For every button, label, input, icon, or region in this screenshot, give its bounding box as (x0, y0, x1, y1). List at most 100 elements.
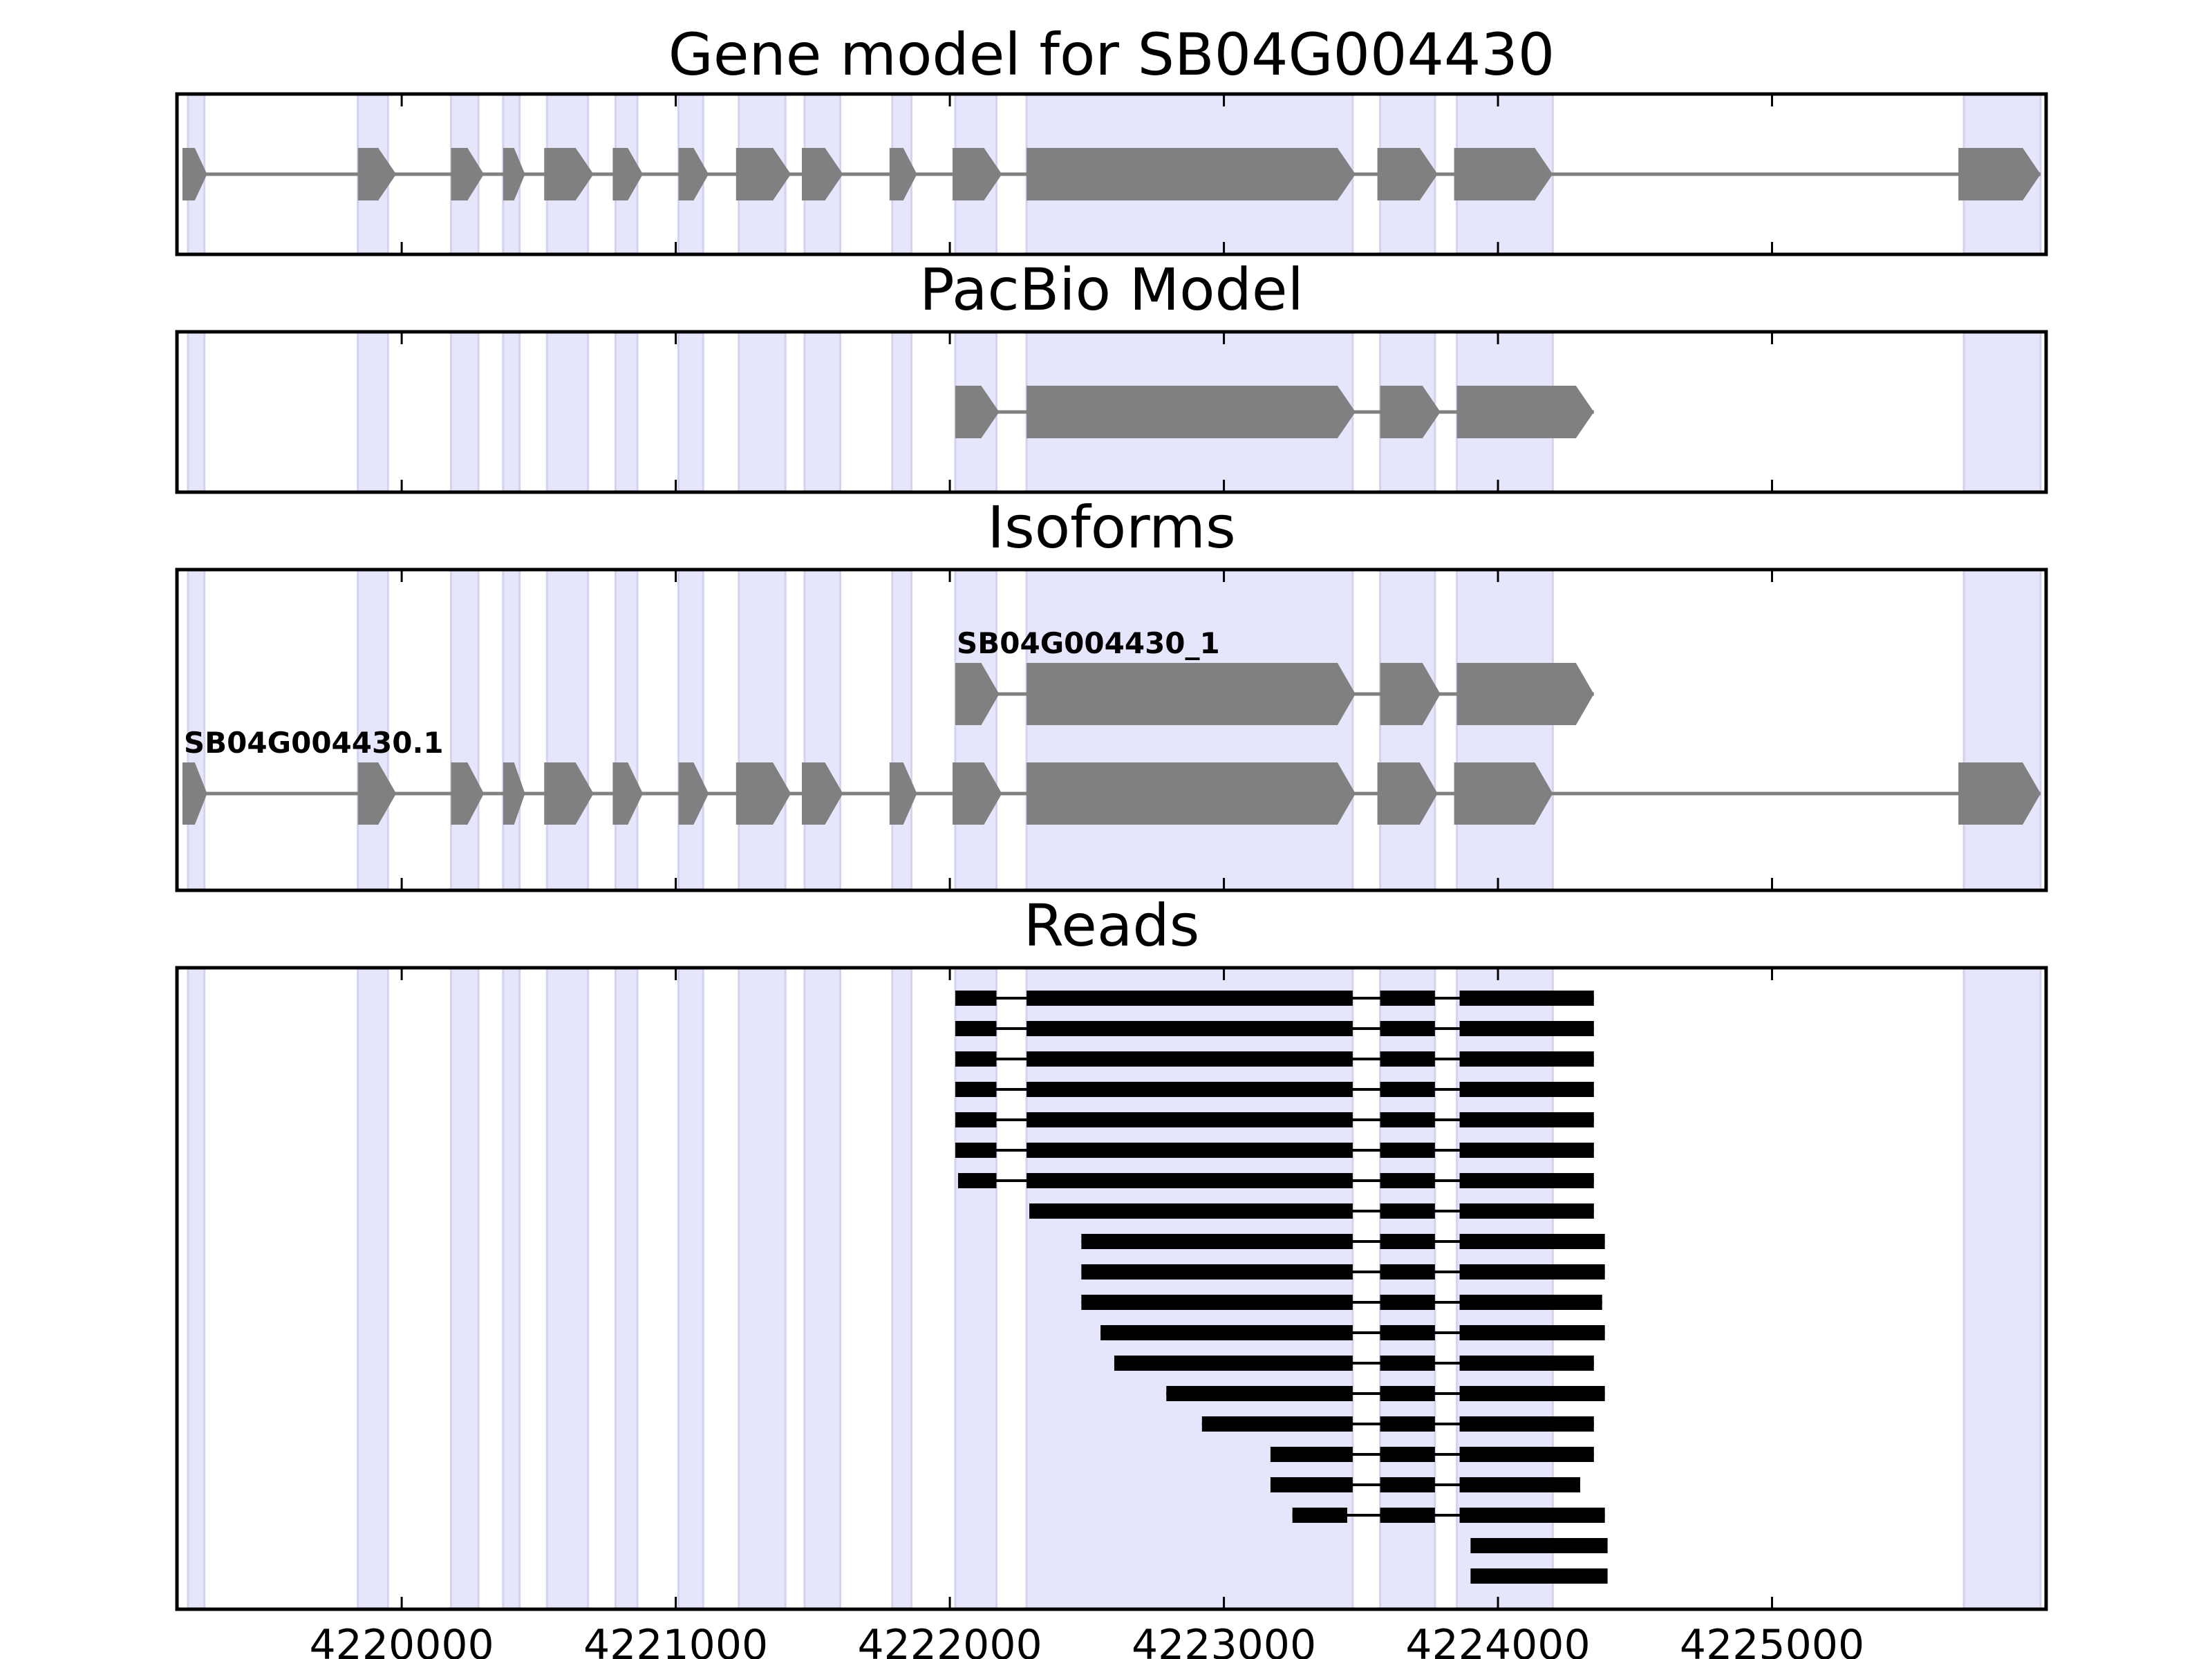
exon-block (612, 148, 644, 200)
read-segment (1027, 1173, 1353, 1188)
read (1201, 1416, 1594, 1432)
exon-block (1027, 386, 1356, 438)
exon-block (801, 762, 843, 825)
read-segment (1380, 1203, 1435, 1219)
highlight-band (614, 330, 639, 494)
exon-block (1454, 148, 1553, 200)
read (955, 1143, 1594, 1158)
read-segment (955, 1082, 997, 1097)
exon-block (1377, 148, 1438, 200)
exon-block (1027, 762, 1356, 825)
read-segment (1081, 1264, 1353, 1280)
read (1470, 1538, 1608, 1553)
read (1292, 1508, 1605, 1523)
read-segment (1459, 1173, 1594, 1188)
highlight-band (891, 330, 913, 494)
read (1081, 1264, 1605, 1280)
panel-1: Gene model for SB04G004430 (175, 21, 2048, 256)
exon-block (1456, 663, 1594, 725)
read-segment (1459, 1112, 1594, 1127)
read (1081, 1295, 1602, 1310)
highlight-band (738, 966, 787, 1611)
read-segment (1380, 1264, 1435, 1280)
read (1029, 1203, 1594, 1219)
exon-block (357, 762, 397, 825)
highlight-band (891, 966, 913, 1611)
highlight-band (187, 330, 206, 494)
exon-block (955, 386, 1000, 438)
read-segment (1027, 1112, 1353, 1127)
read-segment (1380, 1021, 1435, 1036)
exon-block (544, 148, 594, 200)
read-segment (1380, 1508, 1435, 1523)
panel-frame (175, 92, 2048, 256)
panel-4: Reads (175, 892, 2048, 1611)
read-segment (1270, 1477, 1353, 1492)
read-segment (1380, 1325, 1435, 1340)
read-segment (1380, 1356, 1435, 1371)
read-segment (1380, 1416, 1435, 1432)
x-tick-label: 4222000 (857, 1621, 1042, 1659)
exon-block (1380, 663, 1441, 725)
highlight-band (1379, 568, 1436, 892)
highlight-band (677, 568, 704, 892)
read-segment (1459, 1295, 1602, 1310)
exon-block (451, 762, 485, 825)
read-segment (1380, 1173, 1435, 1188)
read-segment (1081, 1234, 1353, 1249)
read (1100, 1325, 1605, 1340)
highlight-band (803, 966, 841, 1611)
read-segment (1459, 1234, 1605, 1249)
read-segment (1114, 1356, 1353, 1371)
exon-block (953, 148, 1002, 200)
highlight-band (545, 330, 590, 494)
read-segment (1380, 1295, 1435, 1310)
read-segment (1380, 1143, 1435, 1158)
highlight-band (614, 568, 639, 892)
read-segment (1470, 1538, 1608, 1553)
panel-title: Isoforms (987, 494, 1236, 561)
read-segment (1459, 991, 1594, 1006)
exon-block (735, 762, 791, 825)
read (955, 1051, 1594, 1067)
highlight-band (357, 330, 389, 494)
read (1114, 1356, 1594, 1371)
read (1081, 1234, 1605, 1249)
panel-2: PacBio Model (175, 256, 2048, 494)
read-segment (1459, 1143, 1594, 1158)
highlight-band (1962, 966, 2042, 1611)
read-segment (955, 1143, 997, 1158)
read-segment (955, 1051, 997, 1067)
read-segment (1459, 1447, 1594, 1462)
panel-title: Reads (1024, 892, 1200, 959)
highlight-band (1379, 966, 1436, 1611)
highlight-band (891, 568, 913, 892)
read (1270, 1447, 1594, 1462)
exon-block (1027, 663, 1356, 725)
read-segment (1380, 1082, 1435, 1097)
read-segment (1459, 1264, 1605, 1280)
exon-block (889, 148, 917, 200)
highlight-band (1025, 568, 1354, 892)
exon-block (451, 148, 485, 200)
read-segment (1459, 1325, 1605, 1340)
exon-block (544, 762, 594, 825)
read-segment (1027, 1082, 1353, 1097)
read (955, 1112, 1594, 1127)
highlight-band (545, 966, 590, 1611)
exon-block (1377, 762, 1438, 825)
highlight-band (954, 568, 997, 892)
exon-block (503, 762, 525, 825)
exon-block (182, 762, 207, 825)
read-segment (1029, 1203, 1353, 1219)
read-segment (1027, 1143, 1353, 1158)
read-segment (1201, 1416, 1353, 1432)
exon-block (357, 148, 397, 200)
highlight-band (449, 568, 480, 892)
exon-block (1958, 148, 2041, 200)
highlight-band (187, 966, 206, 1611)
read-segment (1027, 1051, 1353, 1067)
highlight-band (502, 568, 521, 892)
highlight-band (803, 330, 841, 494)
exon-block (955, 663, 1000, 725)
